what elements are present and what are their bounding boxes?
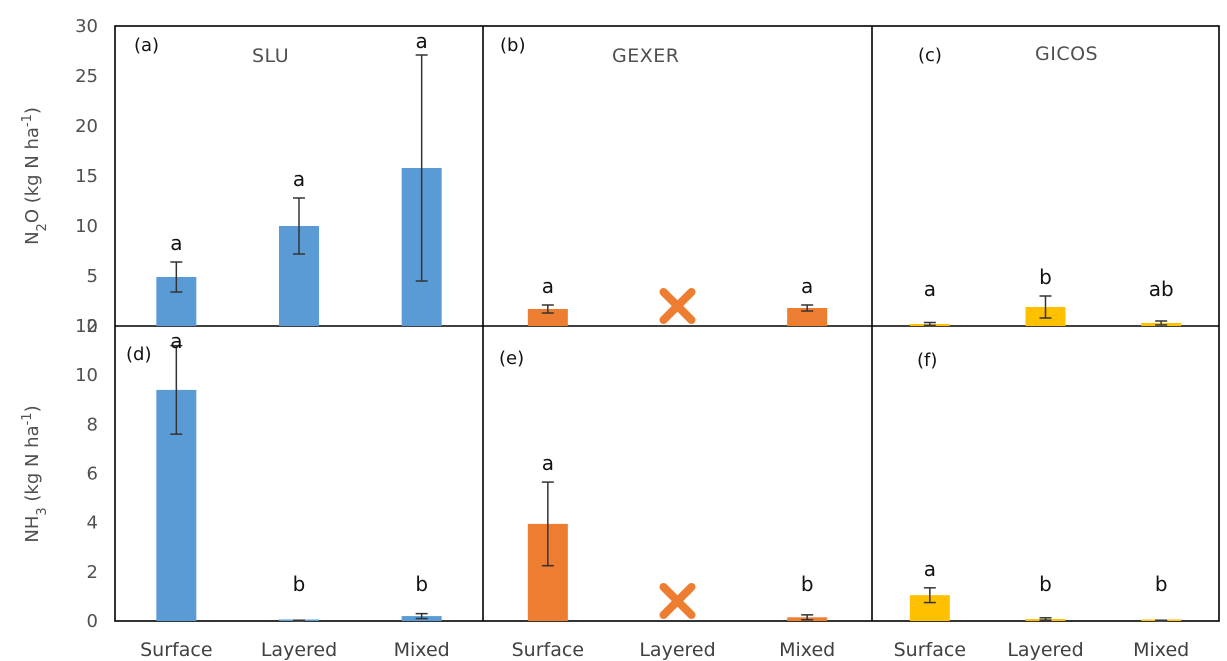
x-category-label: Mixed <box>779 639 835 661</box>
y-tick-label: 0 <box>87 611 98 632</box>
significance-letter: a <box>293 167 305 191</box>
y-tick-label: 10 <box>75 365 98 386</box>
significance-letter: b <box>1039 265 1052 289</box>
nh3-axis-title: NH3 (kg N ha-1) <box>20 405 50 542</box>
panel-label-b: (b) <box>500 35 525 56</box>
significance-letter: a <box>924 277 936 301</box>
missing-marker <box>659 288 696 324</box>
panel-label-a: (a) <box>134 35 159 56</box>
x-category-label: Surface <box>512 639 584 661</box>
panel-d: a b b <box>156 329 442 622</box>
nh3-axis-ticks: 0 2 4 6 8 10 12 <box>75 316 98 632</box>
panel-c: a b ab <box>909 265 1182 327</box>
significance-letter: b <box>415 572 428 596</box>
bar <box>787 308 828 326</box>
panel-label-d: (d) <box>126 344 151 365</box>
significance-letter: ab <box>1149 277 1174 301</box>
panel-label-e: (e) <box>499 348 524 369</box>
bar <box>527 309 568 326</box>
x-category-labels: Surface Layered Mixed Surface Layered Mixed Su… <box>140 639 1189 661</box>
significance-letter: b <box>293 572 306 596</box>
y-tick-label: 15 <box>75 166 98 187</box>
y-tick-label: 25 <box>75 66 98 87</box>
significance-letter: a <box>170 329 182 353</box>
panel-title-slu: SLU <box>252 45 289 67</box>
significance-letter: b <box>1039 572 1052 596</box>
x-category-label: Mixed <box>394 639 450 661</box>
panel-f: ab b <box>909 557 1182 622</box>
panel-title-gicos: GICOS <box>1035 43 1098 65</box>
panel-label-c: (c) <box>918 45 942 66</box>
significance-letter: a <box>924 557 936 581</box>
y-tick-label: 6 <box>87 464 98 485</box>
x-category-label: Surface <box>894 639 966 661</box>
outer-frame <box>114 25 1220 622</box>
significance-letter: a <box>416 29 428 53</box>
panel-a: a a a <box>156 29 442 326</box>
y-tick-label: 30 <box>75 16 98 37</box>
significance-letter: b <box>801 572 814 596</box>
significance-letter: b <box>1155 572 1168 596</box>
significance-letter: a <box>170 231 182 255</box>
y-tick-label: 12 <box>75 316 98 337</box>
significance-letter: a <box>542 274 554 298</box>
x-category-label: Layered <box>639 639 715 661</box>
missing-marker <box>659 583 696 619</box>
x-category-label: Mixed <box>1133 639 1189 661</box>
panel-title-gexer: GEXER <box>612 45 679 67</box>
y-tick-label: 0 <box>87 316 98 337</box>
y-tick-label: 10 <box>75 216 98 237</box>
y-tick-label: 8 <box>87 414 98 435</box>
y-tick-label: 2 <box>87 562 98 583</box>
n2o-axis-ticks: 0 5 10 15 20 25 30 <box>75 16 98 337</box>
n2o-axis-title: N2O (kg N ha-1) <box>20 107 50 245</box>
panel-label-f: (f) <box>917 350 937 371</box>
y-tick-label: 4 <box>87 513 98 534</box>
x-category-label: Surface <box>140 639 212 661</box>
x-category-label: Layered <box>261 639 337 661</box>
panel-e: ab <box>527 451 828 621</box>
y-tick-label: 5 <box>87 266 98 287</box>
significance-letter: a <box>801 274 813 298</box>
y-tick-label: 20 <box>75 116 98 137</box>
significance-letter: a <box>542 451 554 475</box>
x-category-label: Layered <box>1007 639 1083 661</box>
